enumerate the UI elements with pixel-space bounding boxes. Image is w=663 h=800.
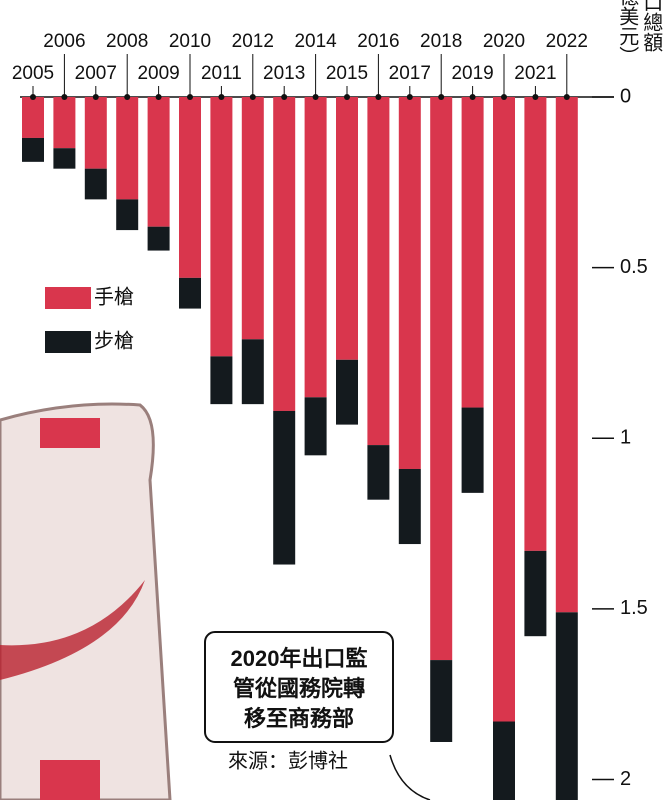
x-tick-label: 2011 [201, 63, 242, 84]
axis-dot [344, 94, 350, 100]
legend-label: 手槍 [94, 285, 134, 308]
axis-dot [281, 94, 288, 100]
source: 來源：彭博社 [228, 749, 348, 772]
annotation-text: 2020年出口監 [231, 646, 368, 671]
x-tick-label: 2015 [326, 63, 368, 84]
x-tick-label: 2009 [137, 63, 179, 84]
x-tick-label: 2019 [451, 63, 493, 84]
y-tick-label: 1 [620, 427, 631, 449]
bar-segment [210, 97, 233, 357]
annotation-text: 管從國務院轉 [233, 676, 365, 701]
y-tick-label: 1.5 [620, 597, 648, 619]
bar-segment [336, 359, 358, 425]
x-tick-label: 2007 [75, 63, 117, 84]
axis-dot [249, 94, 256, 100]
x-tick-label: 2022 [546, 31, 588, 52]
axis-dot [124, 94, 131, 100]
x-tick-label: 2016 [357, 31, 399, 52]
axis-dot [375, 94, 382, 100]
bar-segment [461, 97, 484, 408]
x-tick-label: 2014 [294, 31, 337, 52]
annotation-text: 移至商務部 [244, 706, 354, 731]
axis-dot [187, 94, 193, 100]
axis-dot [61, 94, 68, 100]
bar-segment [241, 339, 264, 405]
x-tick-label: 2012 [232, 31, 274, 52]
axis-dot [92, 94, 99, 100]
bar-segment [430, 97, 453, 661]
bar-segment [304, 397, 327, 456]
axis-dot [312, 94, 319, 100]
x-tick-label: 2018 [420, 31, 462, 52]
bar-segment [179, 277, 201, 309]
bar-segment [555, 612, 578, 800]
background-gun [0, 402, 172, 800]
bar-segment [555, 97, 578, 613]
bar-segment [273, 410, 296, 565]
bar-segment [493, 97, 515, 722]
axis-dot [532, 94, 539, 100]
bar-segment [461, 407, 484, 493]
bar-segment [430, 660, 453, 742]
axis-dot [563, 94, 570, 100]
bar-segment [398, 468, 421, 545]
bar-segment [147, 226, 170, 251]
bar-segment [524, 97, 547, 551]
y-tick-label: 0.5 [620, 256, 648, 278]
bar-segment [116, 97, 139, 200]
y-tick-label: 2 [620, 768, 631, 790]
bar-segment [493, 721, 515, 800]
bar-segment [179, 97, 201, 278]
bar-segment [210, 356, 233, 405]
bar-segment [367, 445, 390, 500]
axis-dot [438, 94, 445, 100]
bar-segment [241, 97, 264, 340]
x-tick-label: 2006 [43, 31, 85, 52]
x-tick-label: 2017 [389, 63, 431, 84]
bar-segment [147, 97, 170, 227]
legend-swatch [45, 287, 91, 309]
x-tick-label: 2005 [12, 63, 54, 84]
bar-segment [53, 97, 76, 149]
y-tick-label: 0 [620, 85, 631, 107]
bar-segment [22, 137, 44, 162]
x-tick-label: 2021 [514, 63, 556, 84]
bar-segment [22, 97, 44, 138]
bar-segment [398, 97, 421, 469]
x-tick-label: 2020 [483, 31, 525, 52]
bar-segment [336, 97, 358, 360]
axis-dot [30, 94, 36, 100]
callout-line [389, 754, 431, 800]
annotation-box [204, 631, 394, 743]
legend-label: 步槍 [94, 329, 134, 352]
axis-dot [469, 94, 476, 100]
axis-dot [406, 94, 413, 100]
bar-segment [304, 97, 327, 398]
legend-swatch [45, 331, 91, 353]
bar-segment [84, 97, 107, 169]
bar-segment [367, 97, 390, 446]
bar-segment [524, 550, 547, 637]
axis-dot [155, 94, 162, 100]
bar-segment [84, 168, 107, 200]
bar-segment [273, 97, 296, 411]
axis-dot [501, 94, 507, 100]
bar-segment [53, 148, 76, 169]
x-tick-label: 2008 [106, 31, 148, 52]
x-tick-label: 2010 [169, 31, 211, 52]
bar-segment [116, 199, 139, 231]
y-axis-label: 口總額 [640, 0, 663, 52]
y-axis-label: 億美元） [616, 0, 639, 66]
x-tick-label: 2013 [263, 63, 305, 84]
axis-dot [218, 94, 225, 100]
